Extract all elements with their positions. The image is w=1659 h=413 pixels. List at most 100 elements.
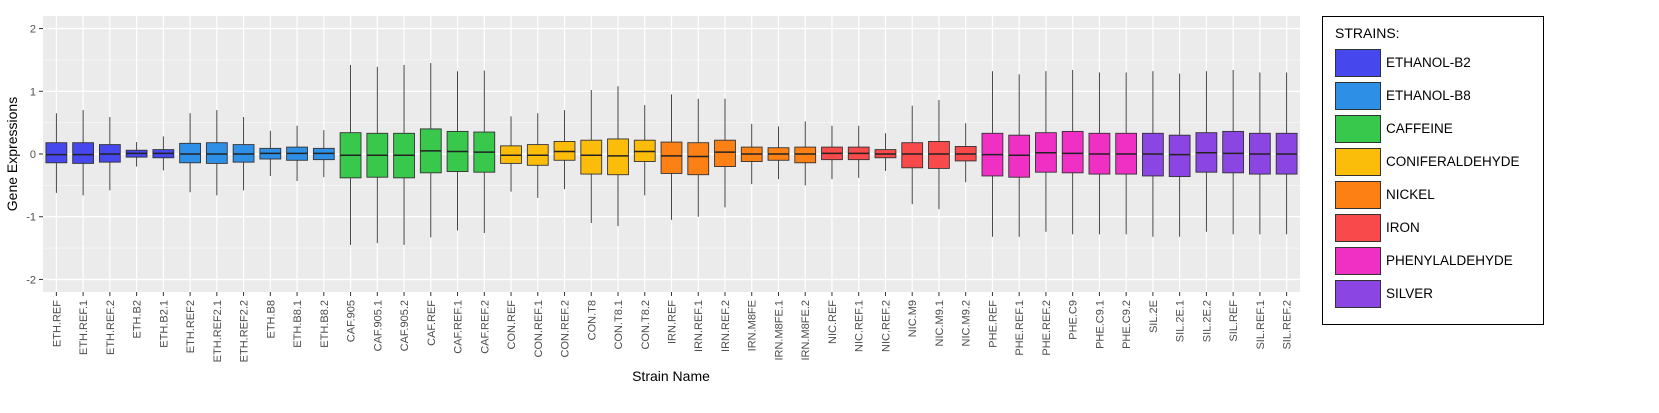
box-eth-ref-2 — [98, 116, 121, 191]
box-body — [45, 142, 68, 164]
x-tick-label: ETH.REF.2 — [105, 300, 117, 355]
x-tick-label: IRN.REF.2 — [720, 300, 732, 352]
y-tick-label: 1 — [30, 86, 36, 98]
x-tick-label: ETH.B8 — [265, 300, 277, 339]
box-nic-m9-2 — [954, 123, 977, 183]
x-tick-label: CON.T8.2 — [640, 300, 652, 350]
box-body — [1008, 134, 1031, 178]
x-tick-label: NIC.M9.2 — [961, 300, 973, 346]
x-tick-label: SIL.REF — [1228, 300, 1240, 342]
box-irn-m8fe — [740, 123, 763, 185]
y-axis-ticks: -2 -1 0 1 2 — [26, 24, 43, 286]
legend-swatch — [1335, 181, 1381, 209]
x-tick-label: CON.REF.1 — [533, 300, 545, 357]
x-tick-label: NIC.M9.1 — [934, 300, 946, 346]
box-phe-c9-1 — [1088, 72, 1111, 235]
x-tick-label: CAF.905 — [346, 300, 358, 342]
legend: STRAINS: ETHANOL-B2 ETHANOL-B8 CAFFEINE CON… — [1322, 16, 1544, 325]
box-eth-b8-2 — [312, 130, 335, 178]
box-irn-ref — [660, 94, 683, 220]
box-nic-ref-2 — [874, 133, 897, 171]
box-body — [714, 139, 736, 167]
legend-swatch — [1335, 49, 1381, 77]
box-body — [1168, 134, 1191, 178]
x-tick-label: PHE.C9.1 — [1094, 300, 1106, 349]
x-tick-label: IRN.REF.1 — [693, 300, 705, 352]
y-tick-label: -2 — [26, 274, 36, 286]
x-tick-label: SIL.REF.1 — [1255, 300, 1267, 350]
box-body — [1061, 130, 1084, 174]
legend-label: CONIFERALDEHYDE — [1386, 154, 1520, 169]
box-sil-ref — [1222, 69, 1245, 235]
legend-swatch — [1335, 280, 1381, 308]
box-body — [179, 142, 201, 164]
box-con-t8-2 — [633, 105, 656, 196]
box-con-ref — [500, 116, 522, 192]
box-eth-ref2-2 — [232, 116, 255, 191]
x-tick-label: IRN.REF — [667, 300, 679, 344]
x-tick-label: CON.T8 — [586, 300, 598, 340]
legend-swatch — [1335, 148, 1381, 176]
legend-swatch — [1335, 214, 1381, 242]
box-eth-b8 — [259, 130, 282, 176]
x-tick-label: ETH.B2.1 — [158, 300, 170, 348]
x-tick-label: PHE.REF.1 — [1014, 300, 1026, 356]
x-tick-label: SIL.2E.1 — [1175, 300, 1187, 342]
box-body — [928, 141, 950, 169]
x-tick-label: CAF.REF — [426, 300, 438, 346]
box-body — [580, 139, 603, 175]
x-tick-label: ETH.REF.1 — [78, 300, 90, 355]
box-body — [660, 141, 683, 174]
box-con-t8-1 — [607, 86, 629, 227]
box-phe-c9-2 — [1115, 72, 1138, 235]
box-body — [1222, 130, 1245, 174]
x-tick-label: IRN.M8FE — [747, 300, 759, 351]
x-tick-label: CON.REF — [506, 300, 518, 350]
legend-label: SILVER — [1386, 286, 1434, 301]
legend-swatch — [1335, 247, 1381, 275]
box-con-ref-1 — [526, 113, 549, 198]
x-tick-label: CON.T8.1 — [613, 300, 625, 350]
x-axis-ticks: ETH.REF ETH.REF.1 ETH.REF.2 ETH.B2 ETH.B2.1 E… — [51, 292, 1294, 362]
x-tick-label: NIC.REF.1 — [854, 300, 866, 352]
x-tick-label: PHE.REF — [987, 300, 999, 348]
legend-swatch — [1335, 82, 1381, 110]
x-tick-label: IRN.M8FE.1 — [773, 300, 785, 361]
box-phe-ref — [981, 71, 1004, 237]
x-tick-label: SIL.2E.2 — [1201, 300, 1213, 342]
x-tick-label: PHE.C9 — [1068, 300, 1080, 340]
x-tick-label: CAF.REF.2 — [479, 300, 491, 354]
legend-label: ETHANOL-B2 — [1386, 55, 1471, 70]
box-phe-ref-1 — [1008, 74, 1031, 237]
box-body — [901, 142, 924, 169]
box-nic-ref — [821, 125, 843, 180]
x-tick-label: CAF.905.1 — [372, 300, 384, 351]
box-body — [687, 142, 710, 176]
box-caf-905 — [339, 64, 362, 245]
box-nic-m9-1 — [928, 100, 950, 210]
x-tick-label: SIL.REF.2 — [1282, 300, 1294, 350]
y-tick-label: 0 — [30, 149, 36, 161]
box-eth-ref2-1 — [205, 110, 228, 196]
x-tick-label: NIC.REF.2 — [880, 300, 892, 352]
x-tick-label: ETH.REF — [51, 300, 63, 347]
x-tick-label: SIL.2E — [1148, 300, 1160, 333]
x-tick-label: ETH.B8.1 — [292, 300, 304, 348]
x-tick-label: ETH.REF2.1 — [212, 300, 224, 362]
y-tick-label: 2 — [30, 24, 36, 36]
x-tick-label: CAF.905.2 — [399, 300, 411, 351]
legend-label: CAFFEINE — [1386, 121, 1453, 136]
x-tick-label: CON.REF.2 — [560, 300, 572, 357]
box-caf-905-1 — [366, 66, 389, 244]
box-eth-ref2 — [179, 113, 201, 193]
x-tick-label: ETH.B2 — [132, 300, 144, 339]
legend-label: IRON — [1386, 220, 1420, 235]
y-tick-label: -1 — [26, 212, 36, 224]
box-eth-b2 — [125, 142, 148, 167]
box-irn-ref-2 — [714, 98, 736, 208]
box-phe-ref-2 — [1035, 71, 1057, 232]
legend-label: ETHANOL-B8 — [1386, 88, 1471, 103]
x-tick-label: PHE.C9.2 — [1121, 300, 1133, 349]
box-caf-ref-2 — [473, 70, 496, 234]
